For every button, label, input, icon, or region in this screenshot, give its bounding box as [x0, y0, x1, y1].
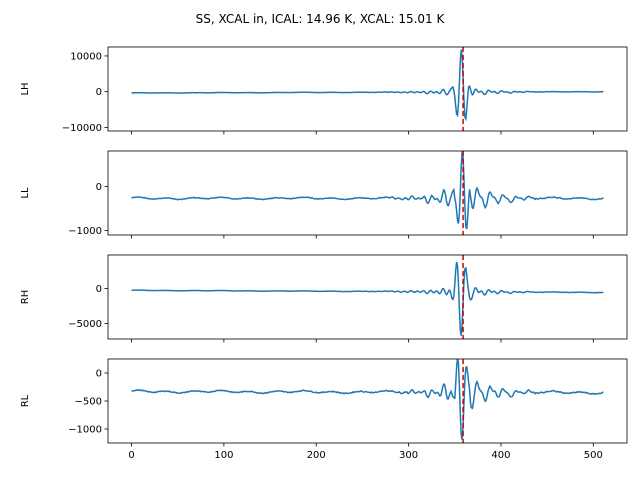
- series-line: [131, 49, 604, 122]
- y-axis-label: LH: [20, 82, 31, 95]
- y-tick-label: 0: [96, 87, 102, 98]
- x-tick-label: 300: [399, 450, 418, 461]
- panel-rl: 0 −500 −1000 RL 0 100 200 300 400 500: [20, 358, 628, 461]
- figure-title: SS, XCAL in, ICAL: 14.96 K, XCAL: 15.01 …: [196, 12, 446, 26]
- series-line: [131, 151, 604, 230]
- panel-rh: 0 −5000 RH: [20, 254, 628, 343]
- y-tick-label: 0: [96, 369, 102, 380]
- x-tick-label: 400: [491, 450, 510, 461]
- y-tick-label: 10000: [70, 51, 102, 62]
- y-tick-label: −500: [75, 397, 102, 408]
- y-tick-label: −1000: [68, 425, 102, 436]
- axes-frame: [107, 358, 628, 444]
- y-tick-label: −10000: [62, 123, 102, 134]
- y-tick-label: 0: [96, 182, 102, 193]
- x-tick-label: 0: [128, 450, 134, 461]
- axes-frame: [107, 150, 628, 236]
- x-tick-label: 100: [214, 450, 233, 461]
- x-tick-label: 500: [584, 450, 603, 461]
- y-axis-label: RH: [20, 290, 31, 304]
- axes-frame: [107, 254, 628, 340]
- panels: 100000−10000LH0−1000LL0−5000RH0−500−1000…: [20, 46, 628, 461]
- y-tick-label: −5000: [68, 319, 102, 330]
- series-line: [131, 261, 604, 336]
- y-axis-label: RL: [20, 394, 31, 407]
- axes-frame: [107, 46, 628, 132]
- x-tick-label: 200: [307, 450, 326, 461]
- panel-ll: 0 −1000 LL: [20, 150, 628, 239]
- y-axis-label: LL: [20, 187, 31, 199]
- y-tick-label: 0: [96, 284, 102, 295]
- series-line: [131, 359, 604, 440]
- y-tick-label: −1000: [68, 226, 102, 237]
- panel-lh: 10000 0 −10000 LH: [20, 46, 628, 135]
